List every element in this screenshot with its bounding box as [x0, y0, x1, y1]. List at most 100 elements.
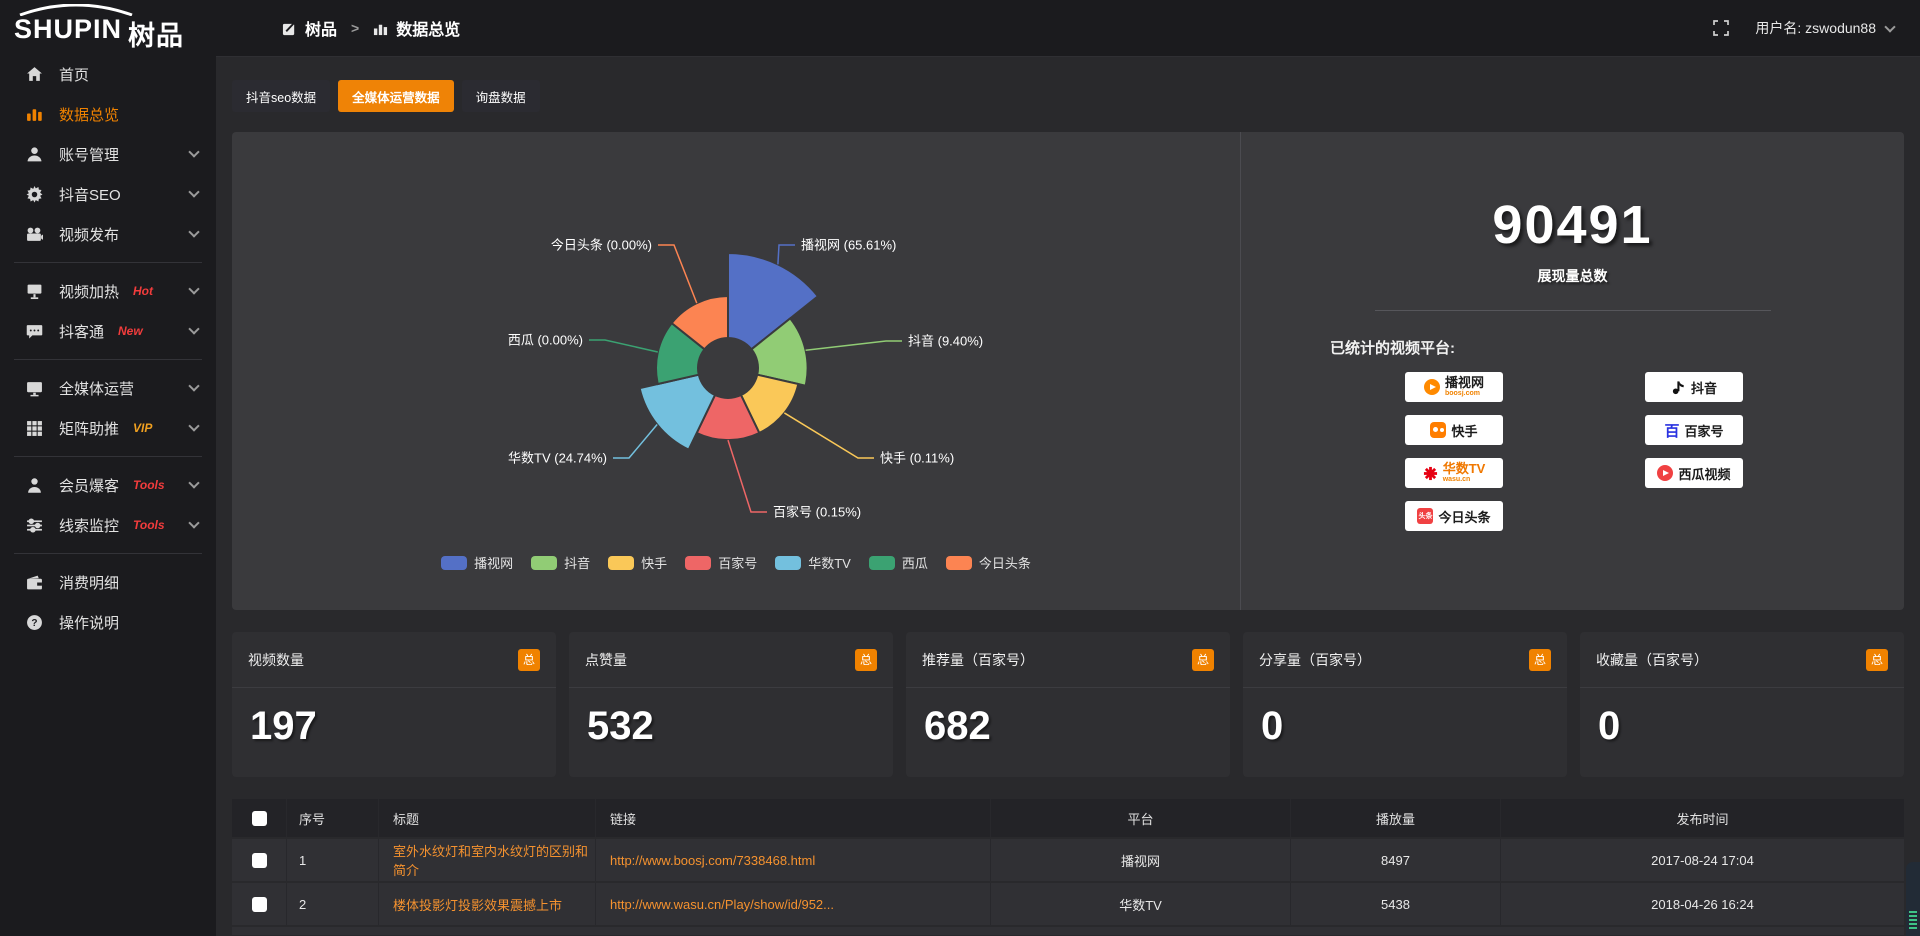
docked-widget[interactable] — [1906, 862, 1920, 936]
pie-slice-6[interactable] — [670, 294, 729, 351]
sidebar-item-douyin-seo[interactable]: 抖音SEO — [0, 174, 216, 214]
pie-label: 播视网 (65.61%) — [801, 238, 896, 253]
stat-card-title: 推荐量（百家号） — [922, 651, 1034, 668]
platform-name: 华数TV — [1442, 460, 1486, 476]
chevron-down-icon — [188, 420, 200, 432]
platform-name: 今日头条 — [1438, 509, 1491, 525]
legend-label: 华数TV — [808, 556, 851, 571]
platform-name: 快手 — [1451, 423, 1478, 439]
user-menu[interactable]: 用户名: zswodun88 — [1755, 18, 1896, 38]
sidebar-item-label: 线索监控 — [59, 517, 120, 535]
sidebar-item-video-heat[interactable]: 视频加热 Hot — [0, 271, 216, 311]
legend-label: 播视网 — [474, 556, 514, 571]
pie-slice-3[interactable] — [695, 393, 761, 442]
home-icon — [27, 66, 42, 81]
row-checkbox[interactable] — [251, 896, 267, 912]
sidebar-item-label: 抖客通 — [59, 323, 105, 341]
pie-slice-1[interactable] — [750, 316, 809, 387]
stat-card-favorites: 收藏量（百家号） 总 0 — [1580, 632, 1904, 777]
legend-label: 今日头条 — [978, 556, 1031, 571]
table-row-partial — [232, 927, 1904, 935]
sidebar-item-lead-monitor[interactable]: 线索监控 Tools — [0, 505, 216, 545]
sidebar-item-account[interactable]: 账号管理 — [0, 134, 216, 174]
bar-chart-icon — [374, 24, 388, 35]
stat-card-title: 分享量（百家号） — [1259, 651, 1371, 668]
user-icon — [27, 146, 42, 161]
total-badge: 总 — [1529, 648, 1551, 671]
sidebar-divider — [14, 456, 202, 457]
sidebar-item-spending-detail[interactable]: 消费明细 — [0, 562, 216, 602]
platform-badge-boosj: 播视网 boosj.com — [1405, 372, 1503, 402]
sidebar-item-data-overview[interactable]: 数据总览 — [0, 94, 216, 134]
sidebar-item-doketong[interactable]: 抖客通 New — [0, 311, 216, 351]
stat-card-shares: 分享量（百家号） 总 0 — [1243, 632, 1567, 777]
cell-platform: 播视网 — [990, 839, 1290, 881]
legend-swatch — [441, 555, 468, 570]
pie-label-line — [805, 340, 902, 352]
toutiao-icon: 头条 — [1417, 508, 1434, 524]
cell-url-link[interactable]: http://www.wasu.cn/Play/show/id/952... — [595, 883, 990, 925]
chevron-down-icon — [188, 146, 200, 158]
breadcrumb-current[interactable]: 数据总览 — [396, 22, 461, 39]
pie-slice-5[interactable] — [655, 321, 706, 386]
legend-label: 西瓜 — [901, 556, 928, 571]
sidebar-item-home[interactable]: 首页 — [0, 54, 216, 94]
platform-domain: wasu.cn — [1442, 476, 1471, 484]
pie-slice-0[interactable] — [727, 251, 820, 351]
cell-seq: 1 — [286, 839, 378, 881]
legend-item[interactable]: 华数TV — [775, 553, 851, 572]
fullscreen-icon[interactable] — [1713, 20, 1730, 36]
legend-item[interactable]: 西瓜 — [868, 553, 928, 572]
col-header-link: 链接 — [595, 799, 990, 837]
cell-title-link[interactable]: 楼体投影灯投影效果震撼上市 — [378, 883, 595, 925]
total-badge: 总 — [518, 648, 540, 671]
sidebar-item-video-publish[interactable]: 视频发布 — [0, 214, 216, 254]
cell-plays: 5438 — [1290, 883, 1500, 925]
chart-legend: 播视网 抖音 快手 百家号 华数TV 西瓜 今日头条 — [232, 553, 1240, 572]
row-checkbox[interactable] — [251, 852, 267, 868]
breadcrumb-root[interactable]: 树品 — [305, 22, 338, 39]
legend-item[interactable]: 今日头条 — [945, 553, 1031, 572]
table-row: 2 楼体投影灯投影效果震撼上市 http://www.wasu.cn/Play/… — [232, 883, 1904, 925]
platform-badge-xigua: 西瓜视频 — [1645, 458, 1743, 488]
platform-name: 百家号 — [1684, 423, 1724, 439]
legend-item[interactable]: 快手 — [608, 553, 667, 572]
sidebar-item-label: 会员爆客 — [59, 477, 120, 495]
sidebar-item-omnimedia[interactable]: 全媒体运营 — [0, 368, 216, 408]
tab-douyin-seo-data[interactable]: 抖音seo数据 — [232, 80, 331, 112]
legend-item[interactable]: 播视网 — [441, 553, 513, 572]
platform-badges: 播视网 boosj.com 快手 华数TV wasu.cn 头条 今日头条 抖音 — [1405, 372, 1904, 531]
pie-label: 西瓜 (0.00%) — [508, 333, 583, 348]
select-all-checkbox[interactable] — [251, 810, 267, 826]
legend-swatch — [685, 555, 712, 570]
tab-inquiry-data[interactable]: 询盘数据 — [461, 80, 540, 112]
app-logo[interactable]: SHUPIN 树品 — [0, 0, 216, 52]
cell-plays: 8497 — [1290, 839, 1500, 881]
video-camera-icon — [27, 227, 43, 241]
stat-card-value: 197 — [250, 704, 317, 748]
logo-arc-icon — [19, 4, 133, 16]
sidebar-menu: 首页 数据总览 账号管理 抖音SEO 视频发布 视频加热 Hot — [0, 52, 216, 642]
legend-swatch — [945, 555, 972, 570]
cell-title-link[interactable]: 室外水纹灯和室内水纹灯的区别和简介 — [378, 839, 595, 881]
tab-omnimedia-data[interactable]: 全媒体运营数据 — [338, 80, 454, 112]
pie-slice-4[interactable] — [638, 373, 717, 452]
main-content: 抖音seo数据 全媒体运营数据 询盘数据 播视网 (65.61%) 抖音 (9.4… — [216, 58, 1920, 936]
sidebar-item-label: 视频发布 — [59, 226, 120, 244]
sidebar-item-member-burst[interactable]: 会员爆客 Tools — [0, 465, 216, 505]
sidebar-item-help[interactable]: ? 操作说明 — [0, 602, 216, 642]
cell-time: 2018-04-26 16:24 — [1500, 883, 1904, 925]
legend-item[interactable]: 抖音 — [531, 553, 590, 572]
legend-swatch — [868, 555, 895, 570]
sidebar-divider — [14, 553, 202, 554]
legend-item[interactable]: 百家号 — [685, 553, 757, 572]
platform-badge-toutiao: 头条 今日头条 — [1405, 501, 1503, 531]
summary-divider — [1374, 310, 1771, 311]
cell-url-link[interactable]: http://www.boosj.com/7338468.html — [595, 839, 990, 881]
pie-label: 快手 (0.11%) — [880, 451, 954, 466]
wallet-icon — [27, 575, 42, 589]
pie-label-line — [613, 424, 658, 459]
sidebar-item-matrix-boost[interactable]: 矩阵助推 VIP — [0, 408, 216, 448]
pie-slice-2[interactable] — [739, 373, 800, 435]
username-label: 用户名: zswodun88 — [1755, 20, 1876, 36]
